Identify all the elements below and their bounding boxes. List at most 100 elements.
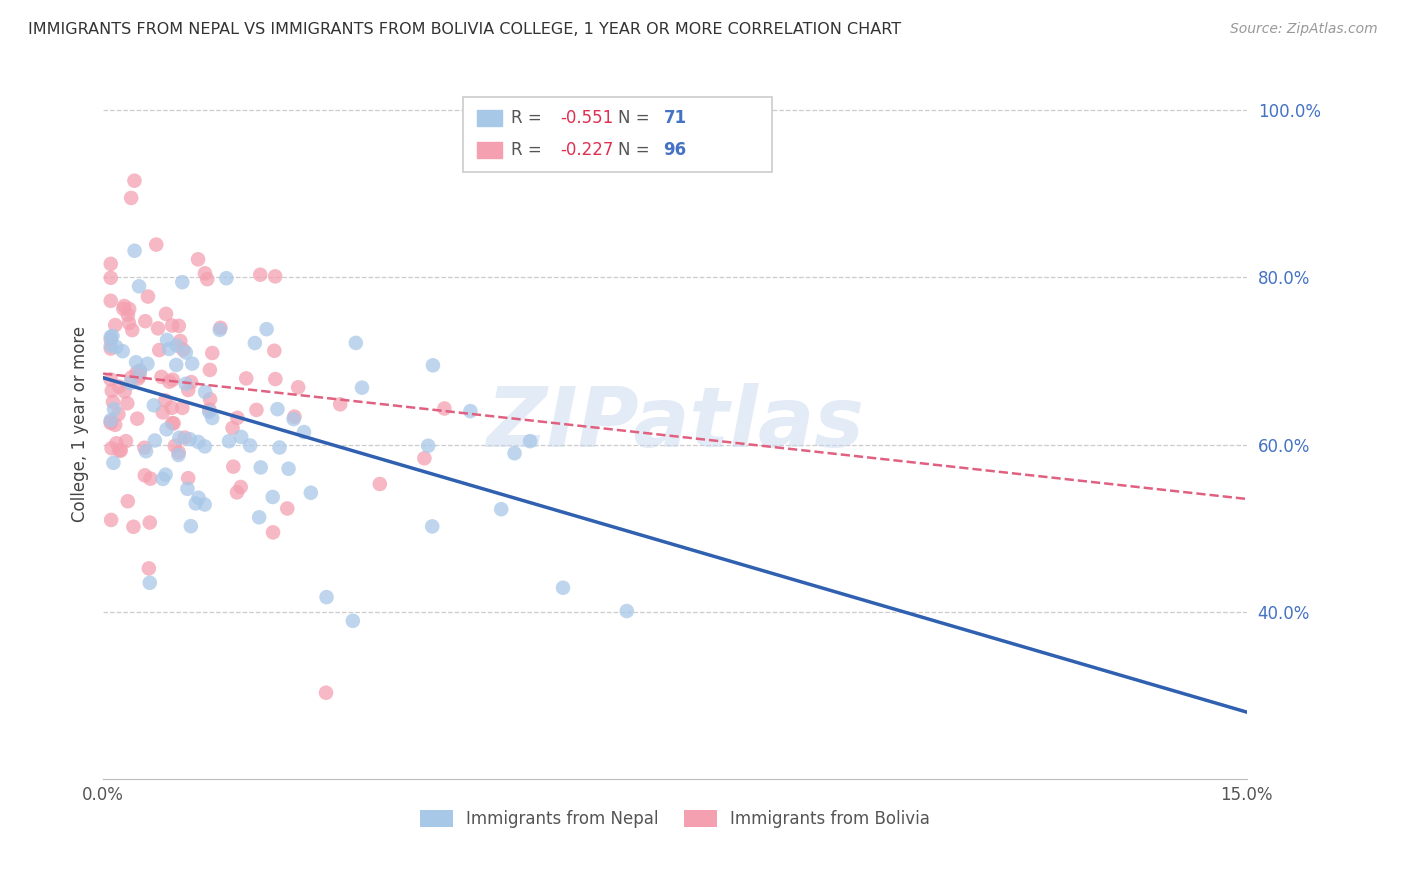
Point	[235, 371, 257, 385]
Point	[139, 516, 162, 530]
Point	[150, 370, 173, 384]
Point	[433, 401, 456, 416]
Point	[136, 289, 159, 303]
Point	[134, 441, 156, 455]
Point	[120, 191, 142, 205]
Point	[266, 402, 288, 417]
Point	[179, 432, 201, 446]
Point	[142, 398, 165, 412]
Point	[103, 402, 125, 417]
Point	[194, 266, 217, 280]
Point	[209, 320, 232, 334]
Point	[226, 410, 249, 425]
Point	[422, 359, 444, 373]
Point	[155, 307, 177, 321]
Point	[118, 301, 141, 316]
Point	[344, 335, 367, 350]
Point	[276, 501, 298, 516]
Text: N =: N =	[617, 109, 655, 128]
Point	[128, 279, 150, 293]
Point	[413, 451, 436, 466]
Point	[105, 436, 128, 450]
Point	[264, 269, 287, 284]
Point	[100, 441, 122, 455]
Point	[100, 342, 122, 356]
Point	[231, 430, 253, 444]
Text: ZIPatlas: ZIPatlas	[486, 384, 863, 464]
Point	[165, 358, 187, 372]
Point	[167, 318, 190, 333]
Point	[283, 409, 305, 424]
Point	[100, 384, 122, 398]
Point	[139, 472, 162, 486]
Point	[226, 485, 249, 500]
Point	[152, 472, 174, 486]
Point	[117, 308, 139, 322]
Point	[125, 366, 148, 380]
Point	[194, 439, 217, 453]
Point	[128, 364, 150, 378]
Point	[108, 443, 131, 458]
Point	[100, 339, 122, 353]
Point	[299, 485, 322, 500]
Point	[155, 467, 177, 482]
Point	[616, 604, 638, 618]
Point	[101, 395, 124, 409]
Point	[127, 371, 149, 385]
Point	[329, 397, 352, 411]
Point	[194, 384, 217, 399]
Point	[100, 270, 122, 285]
Point	[156, 333, 179, 347]
Point	[163, 439, 186, 453]
Point	[160, 416, 183, 430]
Point	[115, 434, 138, 449]
Text: N =: N =	[617, 141, 655, 159]
Point	[157, 342, 180, 356]
Point	[269, 441, 291, 455]
Point	[180, 519, 202, 533]
Point	[184, 496, 207, 510]
Point	[155, 422, 177, 436]
Point	[503, 446, 526, 460]
Point	[187, 491, 209, 505]
Point	[222, 459, 245, 474]
Point	[112, 299, 135, 313]
Point	[194, 498, 217, 512]
Point	[201, 411, 224, 425]
Point	[107, 407, 129, 421]
Point	[110, 443, 132, 458]
Point	[100, 257, 122, 271]
Point	[460, 404, 482, 418]
Point	[249, 268, 271, 282]
Point	[138, 561, 160, 575]
Point	[111, 344, 134, 359]
Point	[181, 357, 204, 371]
Point	[101, 329, 124, 343]
Point	[167, 445, 190, 459]
Point	[139, 575, 162, 590]
Point	[100, 373, 122, 387]
Point	[148, 343, 170, 357]
Point	[100, 513, 122, 527]
Text: 71: 71	[664, 109, 686, 128]
Legend: Immigrants from Nepal, Immigrants from Bolivia: Immigrants from Nepal, Immigrants from B…	[413, 803, 936, 835]
Point	[198, 405, 221, 419]
Point	[146, 321, 169, 335]
Point	[155, 393, 177, 408]
Point	[245, 403, 267, 417]
FancyBboxPatch shape	[464, 97, 772, 171]
Point	[262, 525, 284, 540]
Point	[127, 411, 149, 425]
Point	[108, 379, 131, 393]
Point	[167, 448, 190, 462]
Point	[100, 293, 122, 308]
Point	[418, 439, 440, 453]
Point	[100, 415, 122, 429]
Point	[420, 519, 443, 533]
Point	[120, 376, 142, 391]
Point	[229, 480, 252, 494]
Point	[166, 338, 188, 352]
Point	[198, 363, 221, 377]
Point	[112, 301, 135, 316]
Point	[100, 330, 122, 344]
